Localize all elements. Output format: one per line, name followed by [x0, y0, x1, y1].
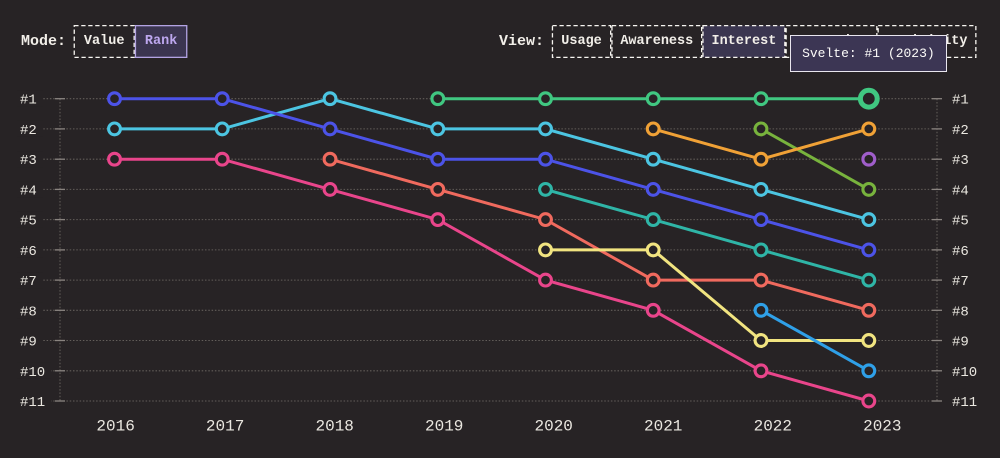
svg-text:2021: 2021 [644, 418, 682, 436]
svg-text:#9: #9 [20, 335, 37, 351]
svg-text:#10: #10 [952, 365, 977, 381]
svg-text:2020: 2020 [534, 418, 572, 436]
svg-text:#2: #2 [952, 123, 969, 139]
svg-text:#5: #5 [952, 214, 969, 230]
svg-text:2022: 2022 [754, 418, 792, 436]
svg-text:2016: 2016 [96, 418, 134, 436]
svg-text:#6: #6 [20, 244, 37, 260]
svg-text:2018: 2018 [315, 418, 353, 436]
svg-text:#4: #4 [20, 183, 37, 199]
svg-text:#2: #2 [20, 123, 37, 139]
svg-text:#3: #3 [952, 153, 969, 169]
svg-text:#8: #8 [952, 304, 969, 320]
svg-text:#8: #8 [20, 304, 37, 320]
svg-text:#11: #11 [952, 395, 977, 411]
svg-text:#6: #6 [952, 244, 969, 260]
svg-text:#1: #1 [952, 93, 969, 109]
svg-text:#9: #9 [952, 335, 969, 351]
svg-text:#5: #5 [20, 214, 37, 230]
svg-text:#11: #11 [20, 395, 45, 411]
svg-text:#4: #4 [952, 183, 969, 199]
svg-text:#10: #10 [20, 365, 45, 381]
svg-text:2017: 2017 [206, 418, 244, 436]
svg-text:#7: #7 [20, 274, 37, 290]
svg-text:2023: 2023 [863, 418, 901, 436]
svg-text:#7: #7 [952, 274, 969, 290]
svg-text:2019: 2019 [425, 418, 463, 436]
svg-text:#3: #3 [20, 153, 37, 169]
svg-text:#1: #1 [20, 93, 37, 109]
